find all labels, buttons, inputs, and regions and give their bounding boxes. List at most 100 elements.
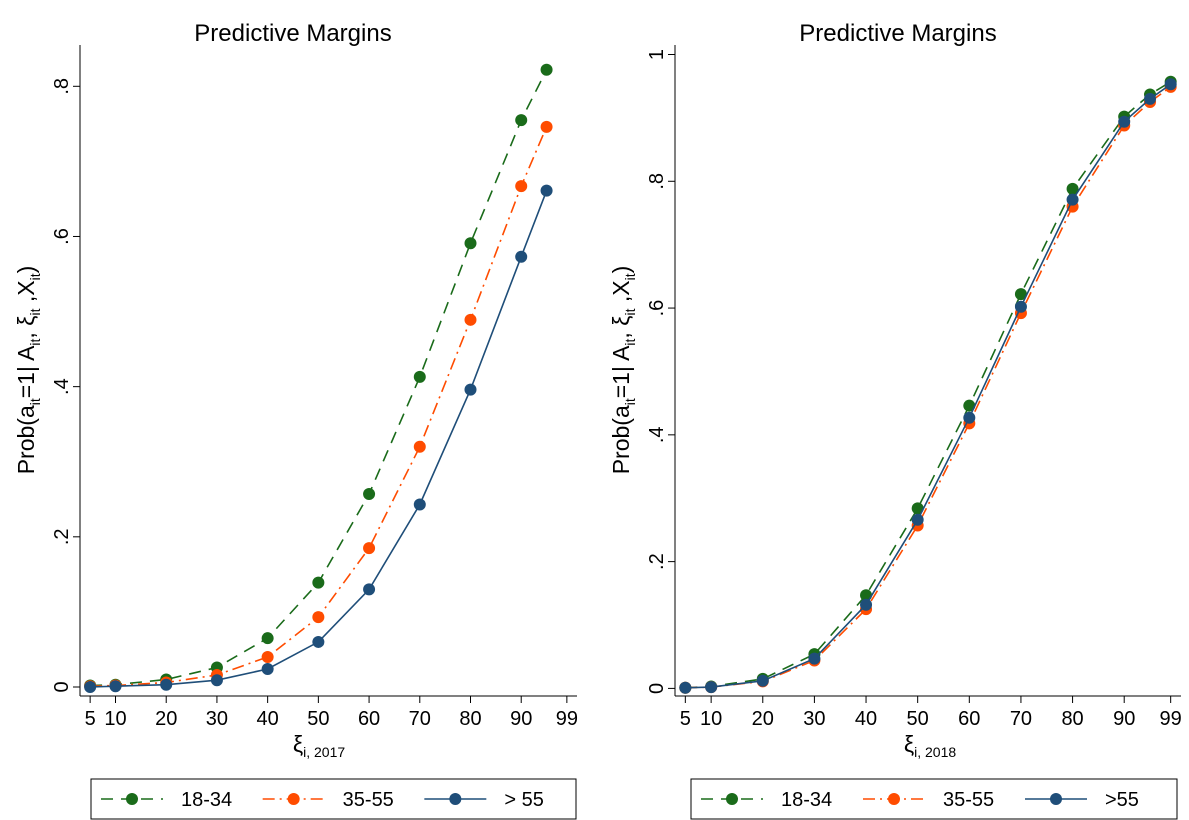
right-series-2-point xyxy=(756,674,769,687)
left-series-2-point xyxy=(464,383,477,396)
right-x-axis-label: ξi, 2018 xyxy=(904,731,957,760)
x-tick-label: 20 xyxy=(155,708,177,730)
left-series-2-point xyxy=(261,662,274,675)
legend-marker-1 xyxy=(287,793,300,805)
right-series-2-point xyxy=(1014,300,1027,313)
right-series-2-point xyxy=(911,513,924,526)
y-tick-label: .8 xyxy=(51,78,73,95)
left-series-2-point xyxy=(109,680,122,693)
left-series-0-point xyxy=(515,114,528,127)
x-tick-label: 60 xyxy=(358,708,380,730)
y-tick-label: .6 xyxy=(51,228,73,245)
left-series-0-point xyxy=(413,370,426,383)
y-tick-label: .6 xyxy=(646,300,668,317)
right-series-line-2 xyxy=(685,83,1172,689)
left-series-1-point xyxy=(464,313,477,326)
x-tick-label: 10 xyxy=(104,708,126,730)
left-series-0-point xyxy=(363,488,376,501)
right-series-2-point xyxy=(679,681,692,694)
legend-label-2: >55 xyxy=(1105,789,1139,811)
y-tick-label: .2 xyxy=(51,528,73,545)
legend-label-1: 35-55 xyxy=(943,789,994,811)
left-series-0-point xyxy=(540,63,553,76)
right-series-2-point xyxy=(1164,78,1177,91)
right-y-ticks: 0 .2 .4 .6 .8 1 xyxy=(646,49,675,694)
right-legend: 18-34 35-55 >55 xyxy=(701,789,1139,811)
left-series-0-point xyxy=(261,632,274,645)
left-plot-area xyxy=(84,63,553,693)
y-tick-label: .2 xyxy=(646,553,668,570)
x-tick-label: 99 xyxy=(556,708,578,730)
right-series-line-0 xyxy=(685,81,1172,689)
right-legend-box xyxy=(690,778,1178,820)
x-tick-label: 30 xyxy=(206,708,228,730)
x-tick-label: 5 xyxy=(85,708,96,730)
legend-marker-2 xyxy=(449,793,462,805)
x-tick-label: 70 xyxy=(409,708,431,730)
legend-marker-1 xyxy=(888,793,900,805)
left-series-0-point xyxy=(464,237,477,250)
left-series-2-point xyxy=(84,680,97,693)
left-x-ticks: 5 10 20 30 40 50 60 70 80 90 99 xyxy=(85,696,578,730)
x-tick-label: 99 xyxy=(1160,708,1182,730)
y-tick-label: .8 xyxy=(646,173,668,190)
left-series-2-point xyxy=(413,498,426,511)
left-series-1-point xyxy=(363,542,376,555)
x-tick-label: 90 xyxy=(510,708,532,730)
x-tick-label: 40 xyxy=(855,708,877,730)
right-chart-panel: Predictive Margins 0.2.4.6.81 5 10 20 30 40 5… xyxy=(608,20,1182,820)
left-series-line-0 xyxy=(90,69,548,687)
right-series-2-point xyxy=(1118,115,1131,128)
left-y-ticks: 0 .2 .4 .6 .8 xyxy=(51,78,80,693)
legend-marker-2 xyxy=(1050,793,1062,805)
x-tick-label: 80 xyxy=(459,708,481,730)
left-series-2-point xyxy=(210,674,223,687)
right-series-line-1 xyxy=(685,86,1172,689)
y-tick-label: 1 xyxy=(646,49,668,60)
left-series-1-point xyxy=(540,120,553,133)
left-chart-title: Predictive Margins xyxy=(194,20,391,47)
legend-label-0: 18-34 xyxy=(181,789,232,811)
right-series-0-point xyxy=(911,502,924,515)
x-tick-label: 50 xyxy=(907,708,929,730)
y-tick-label: .4 xyxy=(646,426,668,443)
x-tick-label: 5 xyxy=(680,708,691,730)
left-series-2-point xyxy=(160,678,173,691)
x-tick-label: 30 xyxy=(803,708,825,730)
x-tick-label: 80 xyxy=(1061,708,1083,730)
right-series-2-point xyxy=(1066,193,1079,206)
y-tick-label: .4 xyxy=(51,378,73,395)
left-series-1-point xyxy=(515,180,528,193)
legend-marker-0 xyxy=(126,793,138,805)
x-tick-label: 10 xyxy=(700,708,722,730)
right-chart-title: Predictive Margins xyxy=(799,20,996,47)
right-plot-area xyxy=(679,75,1177,694)
legend-label-0: 18-34 xyxy=(781,789,832,811)
left-y-axis-label: Prob(ait=1| Ait, ξit ,Xit) xyxy=(13,266,43,475)
right-series-0-point xyxy=(963,399,976,412)
left-series-2-point xyxy=(540,184,553,197)
left-series-0-point xyxy=(312,576,325,589)
right-series-2-point xyxy=(963,411,976,424)
x-tick-label: 60 xyxy=(958,708,980,730)
left-series-1-point xyxy=(413,440,426,453)
right-series-2-point xyxy=(1144,92,1157,105)
left-x-axis-label: ξi, 2017 xyxy=(293,731,346,760)
left-series-1-point xyxy=(312,611,325,624)
x-tick-label: 70 xyxy=(1010,708,1032,730)
left-series-1-point xyxy=(261,650,274,663)
right-series-2-point xyxy=(705,681,718,694)
left-series-2-point xyxy=(515,250,528,263)
x-tick-label: 90 xyxy=(1113,708,1135,730)
right-series-2-point xyxy=(860,598,873,611)
left-series-line-1 xyxy=(90,126,548,687)
x-tick-label: 50 xyxy=(307,708,329,730)
y-tick-label: 0 xyxy=(646,683,668,694)
x-tick-label: 40 xyxy=(257,708,279,730)
legend-label-1: 35-55 xyxy=(343,789,394,811)
left-chart-panel: Predictive Margins 0 .2 .4 .6 .8 5 10 20 30 40 50… xyxy=(13,20,578,820)
left-legend-box xyxy=(90,778,577,820)
right-series-0-point xyxy=(1014,288,1027,301)
right-x-ticks: 5 10 20 30 40 50 60 70 80 90 99 xyxy=(680,696,1182,730)
legend-marker-0 xyxy=(726,793,738,805)
